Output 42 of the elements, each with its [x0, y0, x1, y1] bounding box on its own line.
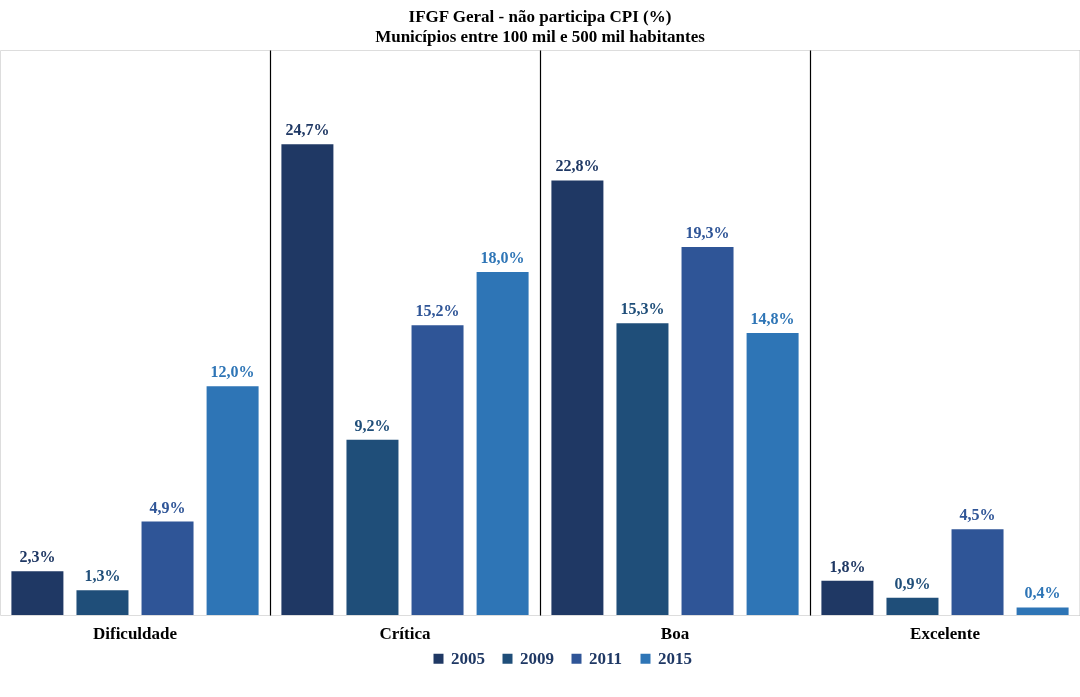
data-label: 4,5%	[959, 506, 996, 524]
bar	[281, 144, 334, 615]
bar	[1016, 607, 1069, 615]
bar	[346, 439, 399, 615]
bar	[11, 571, 64, 615]
legend-label: 2009	[520, 648, 554, 668]
bar	[76, 590, 129, 615]
data-label: 19,3%	[685, 224, 730, 242]
legend-label: 2015	[658, 648, 692, 668]
bar	[141, 521, 194, 615]
chart-subtitle: Municípios entre 100 mil e 500 mil habitantes	[375, 27, 706, 46]
legend-label: 2011	[589, 648, 623, 668]
bar	[411, 325, 464, 615]
bar	[616, 323, 669, 615]
data-label: 15,2%	[415, 302, 460, 320]
data-label: 12,0%	[210, 363, 255, 381]
x-tick-label: Excelente	[910, 623, 981, 643]
bar	[886, 597, 939, 615]
x-tick-label: Dificuldade	[92, 623, 178, 643]
legend-label: 2005	[451, 648, 485, 668]
data-label: 1,3%	[84, 567, 121, 585]
bar	[951, 529, 1004, 615]
data-label: 2,3%	[19, 548, 56, 566]
data-label: 18,0%	[480, 248, 525, 266]
bar	[206, 386, 259, 615]
chart-title: IFGF Geral - não participa CPI (%)	[408, 7, 672, 26]
bar	[681, 247, 734, 615]
data-label: 0,9%	[894, 574, 931, 592]
bar	[476, 271, 529, 615]
data-label: 14,8%	[750, 309, 795, 327]
data-label: 15,3%	[620, 300, 665, 318]
bar	[551, 180, 604, 615]
data-label: 9,2%	[354, 416, 391, 434]
x-tick-label: Boa	[660, 623, 690, 643]
data-label: 1,8%	[829, 557, 866, 575]
data-label: 24,7%	[285, 121, 330, 139]
x-tick-label: Crítica	[379, 623, 431, 643]
data-label: 4,9%	[149, 498, 186, 516]
bar	[746, 332, 799, 615]
bar	[821, 580, 874, 615]
data-label: 0,4%	[1024, 584, 1061, 602]
data-label: 22,8%	[555, 157, 600, 175]
